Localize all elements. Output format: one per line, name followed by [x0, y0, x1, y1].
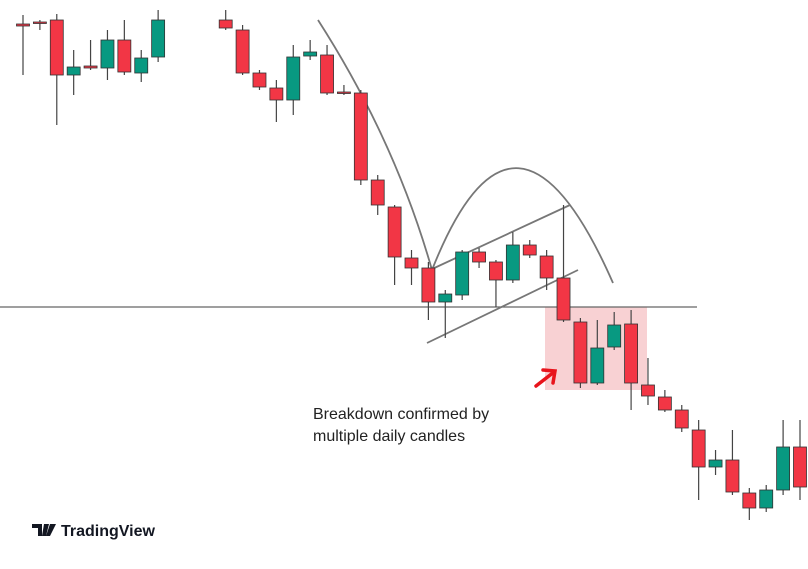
- candle-body: [793, 446, 807, 488]
- candle-body: [66, 66, 81, 76]
- arrow: [534, 368, 558, 388]
- candle-body: [151, 19, 166, 58]
- candle-body: [49, 19, 64, 76]
- candle-body: [320, 54, 334, 94]
- candle-body: [641, 384, 655, 397]
- candle-body: [235, 29, 250, 74]
- candle-body: [303, 51, 318, 57]
- candle-body: [100, 39, 115, 69]
- candle-body: [708, 459, 723, 468]
- candle-body: [252, 72, 267, 88]
- candle-body: [387, 206, 402, 258]
- candle-body: [776, 446, 791, 491]
- candle-body: [218, 19, 233, 29]
- annotation: multiple daily candles: [313, 428, 465, 445]
- curve: [317, 19, 433, 271]
- channel-upper: [429, 204, 571, 271]
- candle-body: [269, 87, 284, 101]
- candle-body: [370, 179, 385, 206]
- candle-body: [725, 459, 740, 493]
- candle-body: [607, 324, 622, 348]
- candle-body: [337, 91, 351, 94]
- candle-body: [32, 21, 47, 24]
- candle-body: [438, 293, 453, 303]
- logo: TradingView: [32, 523, 156, 540]
- candle-body: [624, 323, 638, 384]
- arch: [431, 167, 614, 284]
- candle-body: [691, 429, 706, 468]
- candle-body: [759, 489, 774, 509]
- candle-body: [353, 92, 368, 181]
- candle-body: [657, 396, 672, 411]
- candles: [16, 10, 807, 520]
- candle-body: [522, 244, 537, 256]
- candle-body: [489, 261, 503, 281]
- candle-body: [134, 57, 149, 74]
- candle-body: [117, 39, 132, 73]
- candle-body: [556, 277, 571, 321]
- candle-body: [590, 347, 605, 384]
- candle-body: [286, 56, 301, 101]
- candle-body: [455, 251, 470, 296]
- candle-body: [742, 492, 757, 509]
- candle-body: [505, 244, 520, 281]
- candle-body: [472, 251, 486, 263]
- channel-lower: [426, 269, 579, 344]
- candle-body: [539, 255, 554, 279]
- candle-body: [404, 257, 419, 269]
- candle-body: [16, 23, 30, 27]
- watermark: TradingView: [61, 523, 156, 540]
- candle-body: [573, 321, 588, 384]
- candle-body: [83, 65, 98, 69]
- candle-body: [674, 409, 689, 429]
- candle-body: [421, 267, 436, 303]
- annotation: Breakdown confirmed by: [313, 406, 489, 423]
